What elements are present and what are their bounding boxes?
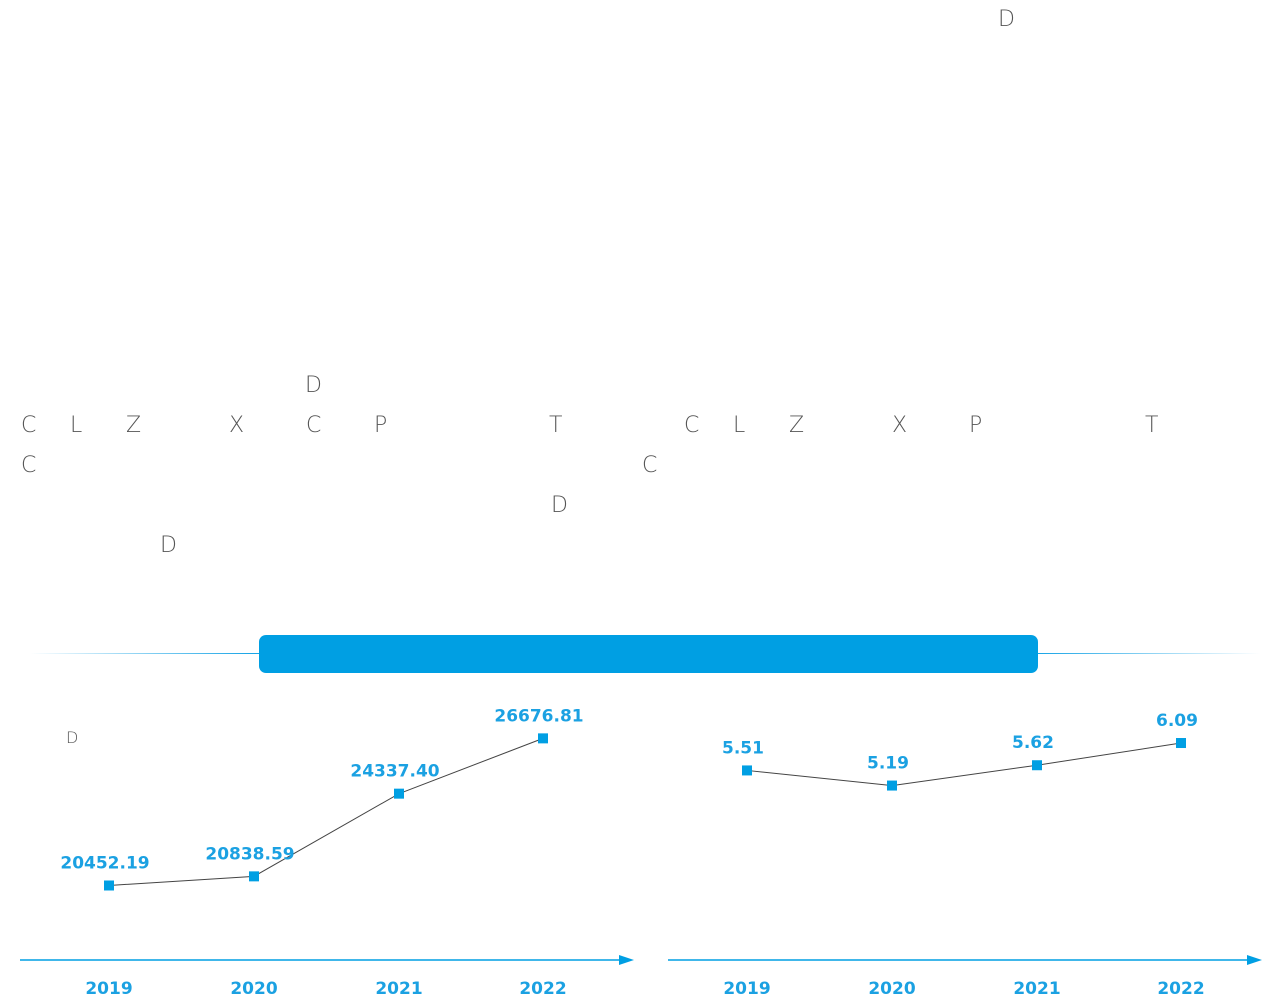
- text-fragment-d-small: D: [66, 728, 79, 747]
- x-tick-label-2021: 2021: [1013, 979, 1060, 999]
- series-line: [108, 737, 544, 886]
- x-tick-label-2021: 2021: [375, 979, 422, 999]
- data-label-2019: 20452.19: [60, 853, 149, 873]
- text-fragment-t: T: [549, 413, 563, 438]
- x-tick-label-2022: 2022: [1157, 979, 1204, 999]
- text-fragment-l: L: [70, 413, 83, 438]
- data-point-2021: [1032, 760, 1042, 771]
- data-label-2022: 6.09: [1156, 711, 1198, 731]
- text-fragment-p: P: [969, 413, 983, 438]
- text-fragment-c: C: [642, 453, 658, 478]
- text-fragment-d: D: [160, 533, 177, 558]
- text-fragment-x: X: [229, 413, 245, 438]
- x-tick-label-2020: 2020: [230, 979, 277, 999]
- x-axis-arrow: [1247, 955, 1262, 965]
- data-point-2019: [742, 765, 752, 776]
- x-tick-label-2022: 2022: [519, 979, 566, 999]
- x-tick-label-2019: 2019: [723, 979, 770, 999]
- text-fragment-c: C: [21, 453, 37, 478]
- text-fragment-d: D: [551, 493, 568, 518]
- line-chart-left: 20452.19 2019 20838.59 2020 24337.40 2021 2667…: [20, 706, 634, 999]
- data-point-2020: [249, 871, 259, 882]
- text-fragment-t: T: [1145, 413, 1159, 438]
- data-point-2019: [104, 880, 114, 891]
- text-fragment-d: D: [305, 373, 322, 398]
- data-label-2022: 26676.81: [494, 706, 583, 726]
- data-point-2020: [887, 780, 897, 791]
- data-label-2020: 20838.59: [205, 844, 294, 864]
- data-point-2021: [394, 788, 404, 799]
- text-fragment-x: X: [892, 413, 908, 438]
- data-label-2021: 5.62: [1012, 733, 1054, 753]
- text-fragment-z: Z: [126, 413, 142, 438]
- x-tick-label-2020: 2020: [868, 979, 915, 999]
- text-fragment-c: C: [306, 413, 322, 438]
- section-banner: [259, 635, 1038, 673]
- data-point-2022: [538, 733, 548, 744]
- x-tick-label-2019: 2019: [85, 979, 132, 999]
- text-fragment-c: C: [21, 413, 37, 438]
- text-fragment-p: P: [374, 413, 388, 438]
- text-fragment-d-top: D: [998, 7, 1015, 32]
- text-fragment-l: L: [733, 413, 746, 438]
- text-fragment-z: Z: [789, 413, 805, 438]
- data-point-2022: [1176, 738, 1186, 749]
- data-label-2019: 5.51: [722, 738, 764, 758]
- data-label-2020: 5.19: [867, 754, 909, 774]
- text-fragment-c: C: [684, 413, 700, 438]
- line-chart-right: 5.51 2019 5.19 2020 5.62 2021 6.09 2022: [668, 711, 1262, 999]
- x-axis-arrow: [619, 955, 634, 965]
- series-line: [746, 742, 1182, 787]
- data-label-2021: 24337.40: [350, 762, 439, 782]
